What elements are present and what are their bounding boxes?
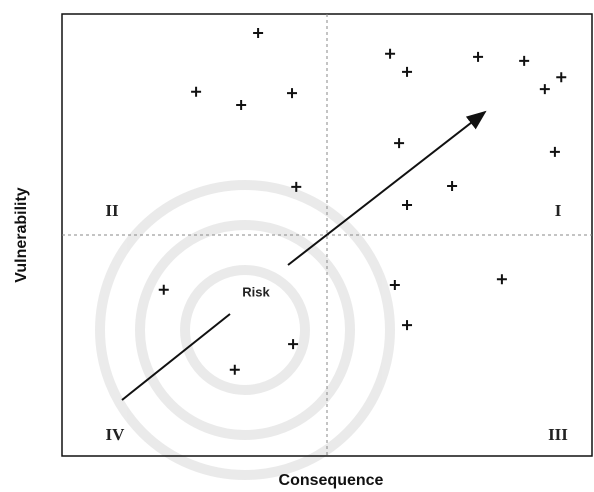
chart: I II III IV Risk Consequence Vulnerabili… <box>0 0 594 492</box>
point <box>447 181 457 191</box>
point <box>287 88 297 98</box>
quadrant-label: II <box>105 201 119 220</box>
quadrant-label: III <box>548 425 568 444</box>
quadrant-label: I <box>555 201 562 220</box>
point <box>191 87 201 97</box>
y-axis-label: Vulnerability <box>13 187 30 283</box>
point <box>394 138 404 148</box>
point <box>230 365 240 375</box>
point <box>519 56 529 66</box>
risk-arrow <box>288 112 485 265</box>
quadrant-label: IV <box>106 425 126 444</box>
point <box>550 147 560 157</box>
point <box>159 285 169 295</box>
watermark <box>100 185 390 475</box>
point <box>402 67 412 77</box>
point <box>540 84 550 94</box>
risk-label: Risk <box>242 284 270 299</box>
point <box>253 28 263 38</box>
point <box>236 100 246 110</box>
point <box>473 52 483 62</box>
point <box>497 274 507 284</box>
point <box>402 200 412 210</box>
x-axis-label: Consequence <box>279 472 384 489</box>
point <box>390 280 400 290</box>
point <box>288 339 298 349</box>
point <box>402 320 412 330</box>
point <box>556 72 566 82</box>
point <box>385 49 395 59</box>
